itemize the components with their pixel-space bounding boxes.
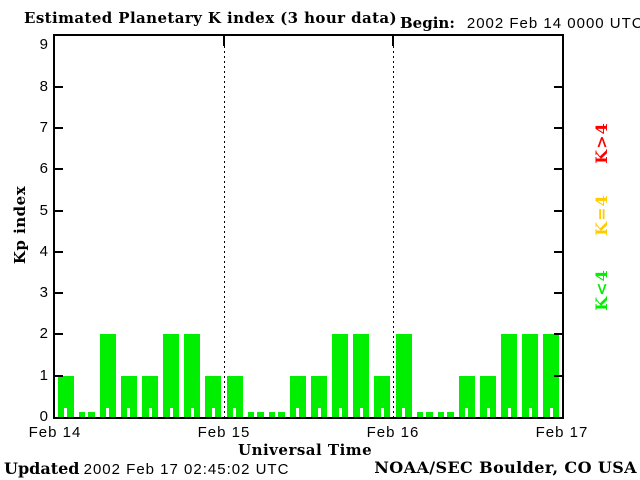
y-tick-label: 4 — [39, 242, 48, 260]
kp-bar — [353, 334, 370, 417]
hour-tick — [549, 408, 553, 417]
y-tick-label: 6 — [39, 160, 48, 178]
kp-bar — [226, 376, 243, 417]
x-tick-label: Feb 16 — [366, 424, 420, 441]
y-tick-right — [554, 292, 562, 295]
begin-value: 2002 Feb 14 0000 UTC — [466, 15, 640, 32]
kp-bar — [458, 376, 475, 417]
x-tick-label: Feb 14 — [28, 424, 82, 441]
hour-tick — [254, 408, 258, 417]
y-tick-label: 9 — [39, 36, 48, 54]
y-tick-right — [554, 168, 562, 171]
kp-bar — [163, 334, 180, 417]
hour-tick — [444, 408, 448, 417]
credit-text: NOAA/SEC Boulder, CO USA — [374, 458, 637, 477]
hour-tick — [317, 408, 321, 417]
begin-label: Begin: — [400, 14, 455, 32]
y-tick-right — [554, 374, 562, 377]
day-gridline — [392, 36, 394, 417]
y-tick-left — [55, 126, 63, 129]
hour-tick — [148, 408, 152, 417]
hour-tick — [465, 408, 469, 417]
kp-bar — [332, 334, 349, 417]
hour-tick — [64, 408, 68, 417]
begin-timestamp: Begin: 2002 Feb 14 0000 UTC — [400, 14, 640, 32]
day-top-tick — [392, 36, 394, 46]
legend-item: K=4 — [592, 194, 611, 236]
updated-value: 2002 Feb 17 02:45:02 UTC — [83, 461, 290, 478]
kp-bar — [501, 334, 518, 417]
hour-tick — [85, 408, 89, 417]
hour-tick — [233, 408, 237, 417]
kp-bar — [543, 334, 560, 417]
y-tick-label: 2 — [39, 325, 48, 343]
y-tick-label: 1 — [39, 366, 48, 384]
kp-bar — [374, 376, 391, 417]
kp-bar — [99, 334, 116, 417]
hour-tick — [211, 408, 215, 417]
kp-bar — [480, 376, 497, 417]
kp-bar — [205, 376, 222, 417]
hour-tick — [296, 408, 300, 417]
y-tick-label: 3 — [39, 284, 48, 302]
y-tick-label: 7 — [39, 118, 48, 136]
kp-bar — [395, 334, 412, 417]
y-tick-label: 5 — [39, 201, 48, 219]
y-tick-right — [554, 126, 562, 129]
hour-tick — [338, 408, 342, 417]
kp-bar — [57, 376, 74, 417]
hour-tick — [528, 408, 532, 417]
y-tick-label: 8 — [39, 77, 48, 95]
y-tick-left — [55, 292, 63, 295]
updated-label: Updated — [4, 459, 80, 478]
hour-tick — [486, 408, 490, 417]
y-tick-left — [55, 209, 63, 212]
plot-frame — [53, 34, 564, 419]
kp-bar — [184, 334, 201, 417]
hour-tick — [359, 408, 363, 417]
plot-area — [55, 36, 562, 417]
kp-bar — [142, 376, 159, 417]
hour-tick — [275, 408, 279, 417]
y-tick-right — [554, 333, 562, 336]
kp-bar — [120, 376, 137, 417]
day-gridline — [223, 36, 225, 417]
updated-timestamp: Updated 2002 Feb 17 02:45:02 UTC — [4, 459, 289, 478]
hour-tick — [507, 408, 511, 417]
legend-item: K<4 — [592, 269, 611, 311]
x-axis-title: Universal Time — [238, 441, 373, 459]
y-tick-left — [55, 85, 63, 88]
y-tick-left — [55, 333, 63, 336]
kp-bar — [522, 334, 539, 417]
y-tick-label: 0 — [39, 408, 48, 425]
hour-tick — [423, 408, 427, 417]
x-tick-label: Feb 15 — [197, 424, 251, 441]
x-tick-label: Feb 17 — [535, 424, 589, 441]
kp-bar — [289, 376, 306, 417]
hour-tick — [190, 408, 194, 417]
kp-bar — [311, 376, 328, 417]
y-tick-right — [554, 209, 562, 212]
hour-tick — [169, 408, 173, 417]
hour-tick — [106, 408, 110, 417]
y-tick-right — [554, 250, 562, 253]
chart-title: Estimated Planetary K index (3 hour data… — [24, 9, 398, 27]
y-tick-left — [55, 374, 63, 377]
hour-tick — [380, 408, 384, 417]
day-top-tick — [223, 36, 225, 46]
y-tick-right — [554, 85, 562, 88]
hour-tick — [402, 408, 406, 417]
y-tick-left — [55, 250, 63, 253]
hour-tick — [127, 408, 131, 417]
y-tick-left — [55, 168, 63, 171]
